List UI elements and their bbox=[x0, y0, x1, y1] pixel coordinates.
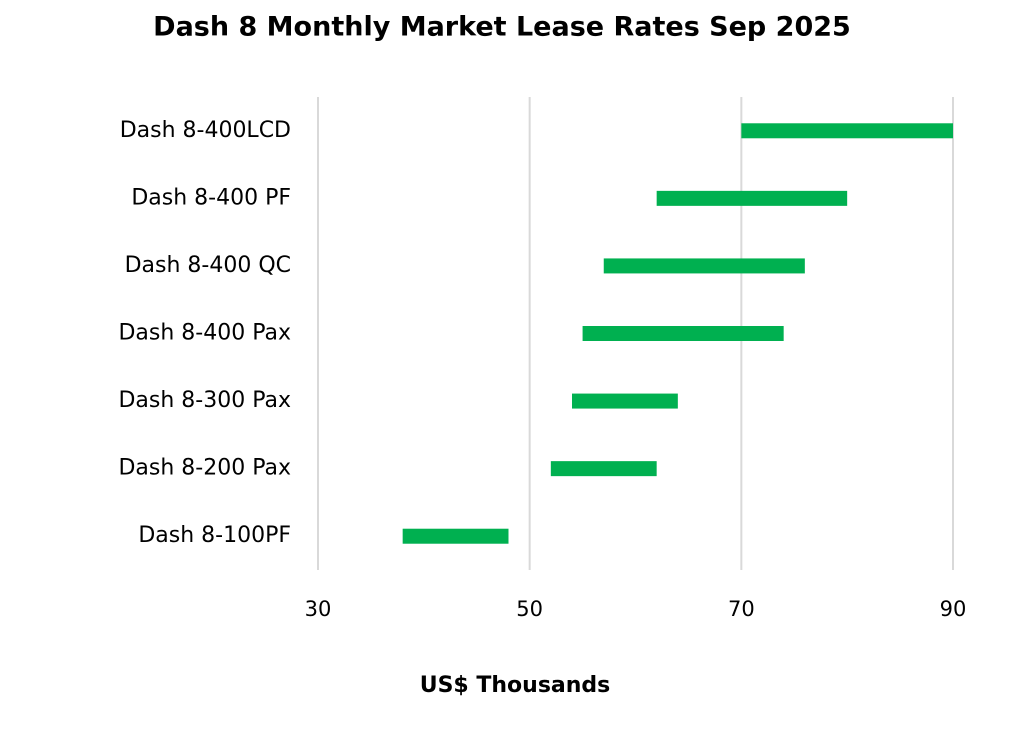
y-tick-label: Dash 8-300 Pax bbox=[118, 388, 291, 413]
x-tick-label: 70 bbox=[728, 597, 755, 621]
x-tick-label: 50 bbox=[516, 597, 543, 621]
x-axis-title: US$ Thousands bbox=[420, 673, 611, 698]
bar bbox=[402, 528, 509, 544]
bar bbox=[572, 393, 678, 409]
y-tick-label: Dash 8-400 Pax bbox=[118, 321, 291, 346]
y-tick-label: Dash 8-400 PF bbox=[131, 185, 291, 210]
bar bbox=[550, 461, 657, 477]
y-tick-label: Dash 8-100PF bbox=[138, 523, 291, 548]
y-tick-label: Dash 8-200 Pax bbox=[118, 456, 291, 481]
bar bbox=[741, 123, 953, 139]
x-tick-label: 90 bbox=[940, 597, 967, 621]
bar bbox=[656, 190, 848, 206]
bar bbox=[603, 258, 805, 274]
x-tick-label: 30 bbox=[305, 597, 332, 621]
y-tick-label: Dash 8-400LCD bbox=[120, 118, 291, 143]
y-tick-label: Dash 8-400 QC bbox=[125, 253, 291, 278]
chart-title: Dash 8 Monthly Market Lease Rates Sep 20… bbox=[153, 12, 851, 43]
bar bbox=[582, 326, 784, 341]
